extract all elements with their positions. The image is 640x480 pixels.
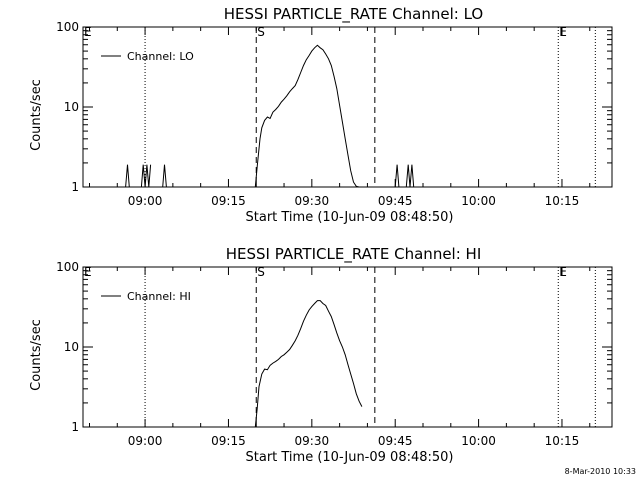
- x-tick-label: 10:00: [461, 194, 496, 208]
- y-axis-label: Counts/sec: [29, 319, 44, 391]
- x-tick-label: 10:00: [461, 434, 496, 448]
- series-line-segment: [162, 164, 167, 188]
- legend-entry: Channel: LO: [127, 50, 194, 63]
- x-tick-label: 09:45: [378, 434, 413, 448]
- legend-entry: Channel: HI: [127, 290, 191, 303]
- series-line-segment: [140, 164, 152, 188]
- y-tick-label: 1: [71, 420, 79, 434]
- x-tick-label: 09:30: [295, 434, 330, 448]
- x-tick-label: 09:30: [295, 194, 330, 208]
- y-tick-label: 1: [71, 180, 79, 194]
- chart-panel-hi: HESSI PARTICLE_RATE Channel: HI E S E 09:00 0…: [29, 245, 613, 465]
- chart-title: HESSI PARTICLE_RATE Channel: HI: [226, 245, 482, 264]
- x-tick-label: 09:00: [128, 434, 163, 448]
- plot-timestamp: 8-Mar-2010 10:33: [565, 467, 636, 476]
- y-tick-label: 100: [56, 260, 79, 274]
- y-tick-label: 100: [56, 20, 79, 34]
- y-axis-label: Counts/sec: [29, 79, 44, 151]
- x-axis-label: Start Time (10-Jun-09 08:48:50): [246, 450, 454, 465]
- flag-label: S: [257, 265, 265, 279]
- chart-title: HESSI PARTICLE_RATE Channel: LO: [224, 5, 483, 24]
- x-tick-label: 09:45: [378, 194, 413, 208]
- series-line-segment: [125, 164, 130, 188]
- series-line-segment: [405, 164, 415, 188]
- flag-label: E: [84, 25, 92, 39]
- series-line-segment: [254, 44, 361, 188]
- x-tick-label: 09:15: [211, 194, 246, 208]
- x-tick-label: 09:00: [128, 194, 163, 208]
- flag-label: E: [559, 25, 567, 39]
- x-tick-label: 10:15: [545, 194, 580, 208]
- y-tick-label: 10: [64, 340, 79, 354]
- flag-label: E: [84, 265, 92, 279]
- y-tick-label: 10: [64, 100, 79, 114]
- series-line-segment: [394, 164, 400, 188]
- series-line-segment: [254, 300, 363, 428]
- x-tick-label: 10:15: [545, 434, 580, 448]
- flag-label: E: [559, 265, 567, 279]
- chart-panel-lo: HESSI PARTICLE_RATE Channel: LO E S E 09:00 0…: [29, 5, 613, 225]
- x-tick-label: 09:15: [211, 434, 246, 448]
- x-axis-label: Start Time (10-Jun-09 08:48:50): [246, 210, 454, 225]
- flag-label: S: [257, 25, 265, 39]
